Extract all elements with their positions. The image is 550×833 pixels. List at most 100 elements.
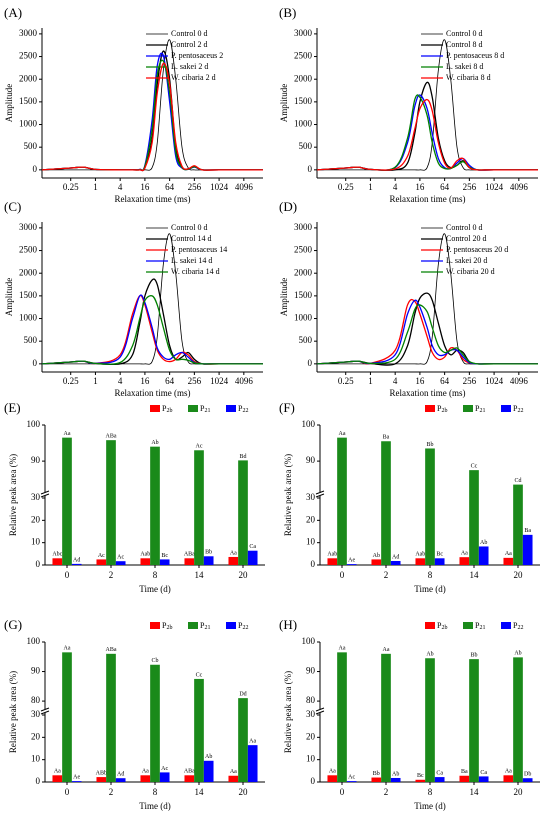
x-tick-label: 1 [93, 376, 98, 386]
y-tick-label: 10 [306, 537, 316, 547]
legend-label: Control 8 d [446, 40, 482, 49]
bar [415, 779, 426, 782]
x-tick-label: 14 [470, 570, 480, 580]
significance-label: Bb [470, 653, 477, 659]
y-tick-label: 1500 [294, 96, 313, 106]
significance-label: Aa [505, 769, 512, 775]
panel: (H) 0 10 20 30 80 90 100 0 2 8 14 20 Time (d) Relative… [279, 617, 540, 811]
bar [140, 558, 151, 565]
panel-label: (F) [279, 400, 295, 415]
y-tick-label: 1000 [294, 119, 313, 129]
y-tick-label: 1500 [19, 290, 38, 300]
significance-label: Aab [327, 552, 337, 558]
bar [459, 557, 470, 565]
legend-label: P21 [475, 621, 485, 632]
y-tick-label: 500 [24, 141, 38, 151]
legend-label: Control 0 d [446, 223, 482, 232]
x-tick-label: 16 [140, 376, 150, 386]
x-tick-label: 1 [368, 376, 373, 386]
legend-label: P21 [200, 404, 210, 415]
y-tick-label: 1000 [19, 313, 38, 323]
significance-label: Ac [117, 555, 124, 561]
significance-label: Aa [329, 769, 336, 775]
bar [52, 775, 63, 782]
bar [159, 559, 170, 565]
y-tick-label: 2500 [294, 245, 313, 255]
bar [194, 450, 204, 565]
bar [513, 657, 523, 782]
significance-label: Aa [54, 769, 61, 775]
x-tick-label: 0 [340, 570, 345, 580]
significance-label: Bd [239, 454, 246, 460]
legend-label: W. cibaria 14 d [171, 267, 220, 276]
significance-label: Aa [339, 431, 346, 437]
legend-label: P22 [513, 621, 523, 632]
y-tick-label: 2000 [294, 267, 313, 277]
x-axis-label: Time (d) [414, 801, 445, 811]
legend-swatch [425, 622, 435, 629]
bar [62, 652, 72, 782]
bar [337, 437, 347, 565]
panel: (B) 0 500 1000 1500 2000 2500 3000 0.25 1 4 16 64 256… [279, 5, 538, 204]
legend-label: W. cibaria 2 d [171, 73, 216, 82]
legend-label: Control 0 d [446, 29, 482, 38]
x-tick-label: 256 [463, 182, 477, 192]
x-tick-label: 4 [118, 182, 123, 192]
legend-label: P2b [437, 621, 447, 632]
y-tick-label: 1000 [19, 119, 38, 129]
x-tick-label: 4096 [510, 376, 528, 386]
legend-label: P22 [238, 621, 248, 632]
significance-label: Aa [64, 646, 71, 652]
significance-label: Aa [383, 647, 390, 653]
bar [327, 558, 338, 565]
y-tick-label: 90 [306, 666, 316, 676]
y-tick-label: 500 [24, 335, 38, 345]
legend-label: P21 [475, 404, 485, 415]
legend-label: P. pentosaceus 20 d [446, 245, 508, 254]
y-axis-label: Relative peak area (%) [8, 454, 18, 536]
bar [247, 550, 258, 565]
x-tick-label: 20 [239, 570, 249, 580]
significance-label: Aa [249, 739, 256, 745]
y-tick-label: 0 [33, 358, 38, 368]
y-tick-label: 0 [33, 164, 38, 174]
significance-label: Aa [339, 646, 346, 652]
x-tick-label: 14 [470, 787, 480, 797]
x-tick-label: 0.25 [63, 376, 79, 386]
bar [62, 437, 72, 565]
significance-label: Aa [230, 769, 237, 775]
legend-label: P2b [437, 404, 447, 415]
y-tick-label: 30 [31, 709, 41, 719]
bar [346, 564, 357, 565]
bar [203, 556, 214, 565]
significance-label: Bb [373, 771, 380, 777]
x-tick-label: 0 [65, 787, 70, 797]
bar [425, 658, 435, 782]
x-tick-label: 1024 [210, 182, 229, 192]
series-line [316, 94, 538, 171]
y-tick-label: 2000 [294, 73, 313, 83]
y-axis-label: Amplitude [4, 84, 14, 123]
legend-swatch [463, 622, 473, 629]
significance-label: Aa [505, 551, 512, 557]
significance-label: Bc [161, 553, 168, 559]
x-axis-label: Time (d) [139, 584, 170, 594]
significance-label: Cb [151, 658, 158, 664]
legend-swatch [501, 405, 511, 412]
x-tick-label: 0 [340, 787, 345, 797]
x-tick-label: 16 [415, 376, 425, 386]
bar [228, 556, 239, 565]
axis-break [40, 707, 50, 712]
axis-break [40, 493, 50, 498]
bar [522, 778, 533, 782]
y-tick-label: 2000 [19, 267, 38, 277]
bar [150, 664, 160, 782]
significance-label: Ad [392, 554, 399, 560]
y-axis-label: Amplitude [4, 278, 14, 317]
bar [96, 777, 107, 782]
y-tick-label: 2500 [19, 245, 38, 255]
significance-label: Ae [73, 774, 80, 780]
legend-swatch [150, 405, 160, 412]
y-tick-label: 100 [302, 636, 316, 646]
panel: (D) 0 500 1000 1500 2000 2500 3000 0.25 1 4 16 64 256… [279, 199, 538, 398]
